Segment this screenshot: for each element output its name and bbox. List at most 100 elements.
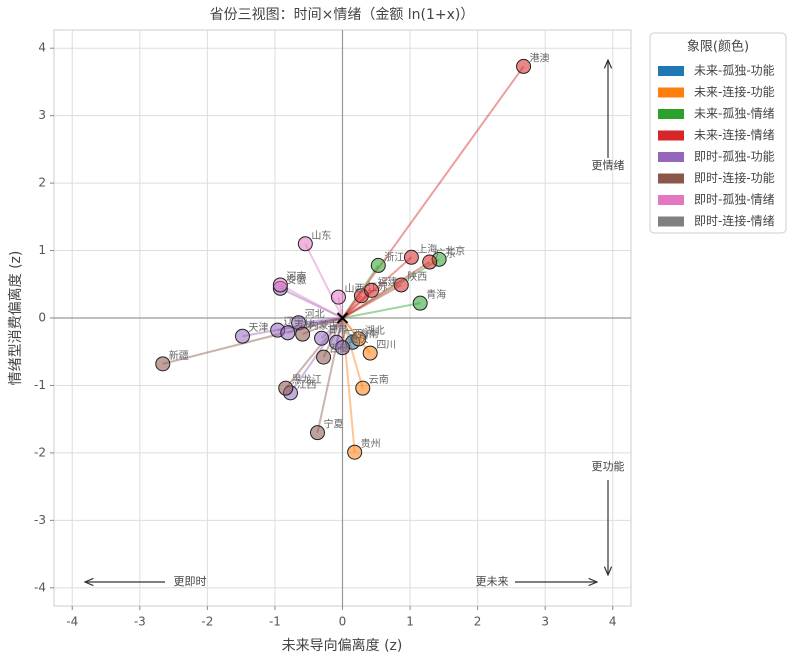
spoke: [342, 302, 421, 319]
point-label: 江西: [296, 379, 316, 391]
point-label: 陕西: [407, 270, 427, 283]
point-label: 黑龙江: [292, 373, 322, 386]
y-tick-label: 4: [38, 41, 46, 55]
x-tick-label: 4: [609, 615, 617, 629]
legend-label: 未来-连接-情绪: [694, 127, 775, 142]
x-tick-label: 3: [541, 615, 549, 629]
legend-swatch: [658, 66, 684, 76]
spoke: [341, 65, 525, 319]
point: [155, 356, 171, 372]
spoke: [162, 317, 343, 365]
point: [355, 380, 371, 396]
point-label: 天津: [249, 322, 269, 334]
point-label: 河南: [286, 270, 306, 283]
x-tick-label: -4: [66, 615, 78, 629]
point: [335, 340, 350, 356]
legend-label: 即时-孤独-功能: [694, 150, 775, 164]
point-label: 福建: [378, 275, 398, 288]
y-tick-label: -3: [34, 513, 46, 527]
point-label: 新疆: [169, 349, 189, 362]
x-tick-label: 0: [339, 615, 347, 629]
point: [280, 325, 296, 341]
point-label: 广西: [342, 328, 362, 340]
point: [295, 326, 311, 342]
point: [314, 330, 330, 346]
point-label: 河北: [305, 309, 325, 321]
y-tick-label: 0: [38, 311, 46, 325]
point: [316, 349, 332, 365]
legend-swatch: [658, 109, 684, 119]
origin-marker: [336, 312, 349, 324]
point-label: 湖北: [365, 325, 385, 337]
x-axis-label: 未来导向偏离度 (z): [282, 637, 403, 654]
point: [278, 380, 294, 396]
point-label: 内蒙古: [309, 319, 339, 332]
point-label: 北京: [445, 244, 465, 257]
point: [351, 331, 367, 347]
legend-label: 未来-连接-功能: [694, 84, 775, 99]
point: [310, 425, 326, 441]
point-label: 甘肃: [328, 323, 348, 336]
point-label: 辽宁: [284, 315, 304, 328]
point-label: 上海: [417, 242, 437, 255]
point: [364, 282, 380, 298]
x-tick-label: 1: [406, 615, 414, 629]
legend-swatch: [658, 216, 684, 227]
y-axis-label: 情绪型消费偏离度 (z): [7, 251, 24, 386]
point-label: 贵州: [361, 437, 381, 450]
point: [235, 328, 251, 344]
point-label: 重庆: [349, 333, 369, 346]
point: [347, 444, 363, 460]
y-tick-label: -4: [34, 580, 46, 594]
spoke: [304, 243, 344, 319]
x-tick-label: -3: [134, 615, 146, 629]
legend-swatch: [658, 87, 684, 98]
legend-label: 即时-连接-情绪: [694, 213, 775, 228]
legend-label: 未来-孤独-情绪: [694, 107, 775, 121]
point-label: 山西: [344, 283, 364, 295]
point: [516, 58, 532, 74]
point-label: 安徽: [286, 273, 306, 286]
spoke: [342, 284, 402, 319]
spoke: [279, 287, 343, 319]
spoke: [341, 258, 440, 319]
annotation: 更未来: [476, 575, 509, 588]
y-tick-label: 1: [38, 243, 46, 257]
annotation: 更功能: [592, 459, 625, 473]
point: [297, 236, 313, 252]
annotation: 更即时: [174, 575, 207, 588]
point: [403, 249, 419, 265]
x-tick-label: -2: [201, 615, 213, 629]
spoke: [279, 284, 343, 319]
y-tick-label: 2: [38, 176, 46, 190]
legend-swatch: [658, 195, 684, 205]
point-label: 青海: [426, 288, 446, 301]
point-label: 宁夏: [324, 418, 344, 431]
point: [422, 254, 438, 270]
point-label: 港澳: [530, 51, 550, 64]
point: [330, 289, 346, 305]
legend-label: 未来-孤独-功能: [694, 64, 775, 78]
y-tick-label: -1: [34, 378, 46, 392]
x-tick-label: -1: [269, 615, 281, 629]
spoke: [341, 317, 364, 389]
legend-swatch: [658, 173, 684, 184]
y-tick-label: 3: [38, 108, 46, 122]
point: [272, 277, 288, 293]
spoke: [341, 317, 356, 453]
point-label: 吉林: [294, 318, 314, 331]
legend-label: 即时-孤独-情绪: [694, 193, 775, 207]
annotation: 更情绪: [592, 158, 625, 172]
point-label: 四川: [376, 340, 396, 351]
point-label: 西藏: [330, 343, 350, 355]
point-label: 广东: [436, 247, 456, 260]
legend-swatch: [658, 152, 684, 162]
legend-label: 即时-连接-功能: [694, 170, 775, 185]
y-tick-label: -2: [34, 445, 46, 459]
point: [393, 277, 409, 293]
point: [412, 295, 428, 311]
spoke: [341, 261, 431, 319]
point: [370, 257, 386, 273]
